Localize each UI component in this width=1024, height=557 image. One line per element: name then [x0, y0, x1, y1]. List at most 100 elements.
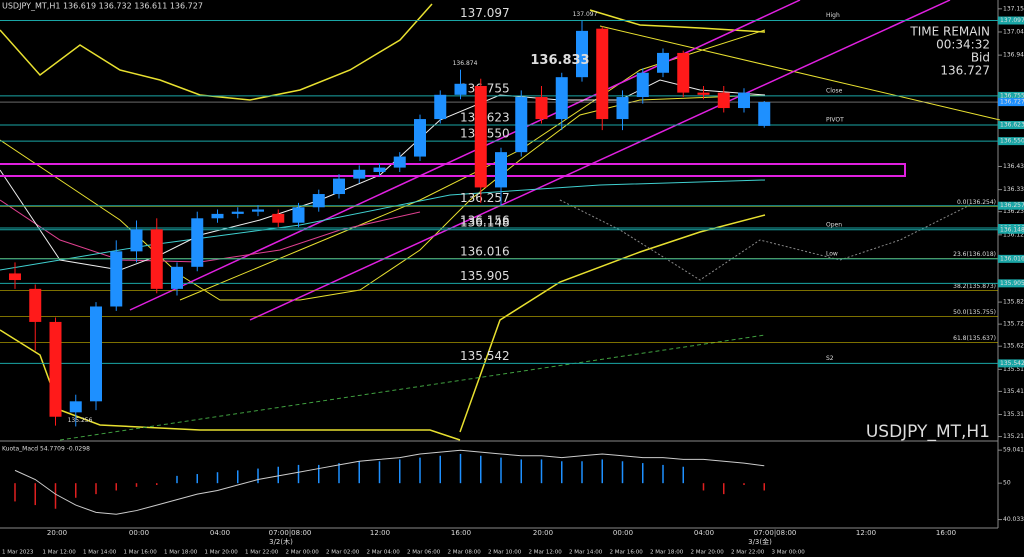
- price-tag: [998, 279, 1024, 288]
- y-tick-label: 136.230: [1003, 208, 1024, 215]
- candle-body: [454, 83, 467, 95]
- time-label: 07:00|08:00: [754, 529, 797, 537]
- y-tick-label: 50: [1003, 480, 1011, 487]
- price-tag-label: 136.623: [1000, 122, 1024, 129]
- upper-band: [0, 3, 433, 101]
- time-remain-label: TIME REMAIN: [909, 25, 990, 39]
- candle-body: [738, 92, 750, 109]
- macd-line: [14, 449, 765, 515]
- y-tick-label: 136.330: [1003, 186, 1024, 193]
- lower-band: [0, 329, 461, 441]
- date-label: 2 Mar 00:00: [286, 550, 320, 556]
- price-tag-label: 136.016: [1000, 255, 1024, 262]
- time-label: 00:00: [613, 529, 633, 537]
- candle-body: [717, 92, 730, 109]
- price-tag-label: 136.755: [1000, 92, 1024, 99]
- date-label: 2 Mar 04:00: [367, 550, 401, 556]
- bid: 136.727: [940, 64, 990, 78]
- y-tick-label: 135.820: [1003, 299, 1024, 306]
- time-label: 16:00: [936, 529, 956, 537]
- y-tick-label: 136.125: [1003, 231, 1024, 238]
- time-label: 20:00: [533, 529, 553, 537]
- pivot-label: High: [826, 12, 840, 19]
- bid-tag: [998, 98, 1024, 107]
- price-annotation: 137.097: [573, 11, 598, 18]
- date-label: 2 Mar 02:00: [326, 550, 360, 556]
- candle-body: [231, 211, 244, 214]
- watermark: USDJPY_MT,H1: [866, 422, 990, 442]
- time-label: 04:00: [694, 529, 714, 537]
- date-label: 2 Mar 12:00: [529, 550, 563, 556]
- candle-body: [272, 213, 285, 223]
- price-tag-label: 136.257: [1000, 202, 1024, 209]
- time-label: 16:00: [451, 529, 471, 537]
- candle-body: [495, 152, 507, 188]
- date-label: 2 Mar 10:00: [488, 550, 522, 556]
- date-label: 2 Mar 08:00: [448, 550, 482, 556]
- moving-average: [0, 179, 766, 271]
- candle-body: [697, 92, 710, 95]
- day-label: 3/2(木): [269, 537, 293, 546]
- fib-label: 50.0(135.755): [953, 309, 996, 316]
- price-tag: [998, 359, 1024, 368]
- level-label: 136.148: [460, 215, 510, 229]
- time-label: 04:00: [210, 529, 230, 537]
- y-tick-label: 135.415: [1003, 388, 1024, 395]
- zone-box: [0, 163, 906, 177]
- candle-body: [333, 178, 345, 195]
- candle-body: [535, 97, 548, 120]
- middle-band: [0, 94, 766, 301]
- candle-body: [758, 102, 771, 126]
- fib-label: 0.0(136.254): [957, 199, 996, 206]
- trend-line: [599, 25, 1001, 121]
- candle-body: [90, 306, 102, 402]
- level-label: 135.905: [460, 269, 510, 283]
- y-tick-label: 59.0411: [1003, 447, 1024, 454]
- time-label: 20:00: [47, 529, 67, 537]
- bid-label: Bid: [971, 51, 990, 65]
- bid-tag-label: 136.727: [1000, 99, 1024, 106]
- candle-body: [9, 273, 21, 281]
- header: USDJPY_MT,H1 136.619 136.732 136.611 136…: [2, 2, 203, 11]
- candle-body: [312, 194, 325, 208]
- candle-body: [515, 97, 528, 153]
- y-tick-label: 135.210: [1003, 433, 1024, 440]
- pivot-label: Low: [826, 250, 838, 257]
- candle-body: [596, 28, 609, 120]
- day-label: 3/3(金): [748, 537, 772, 546]
- candle-body: [130, 229, 143, 252]
- time-label: 12:00: [370, 529, 390, 537]
- fib-label: 61.8(135.637): [953, 335, 996, 342]
- price-tag-label: 135.905: [1000, 280, 1024, 287]
- y-tick-label: 135.720: [1003, 321, 1024, 328]
- date-label: 2 Mar 14:00: [569, 550, 603, 556]
- countdown: 00:34:32: [936, 38, 990, 52]
- candle-body: [657, 52, 669, 73]
- candle-body: [191, 218, 204, 267]
- price-tag: [998, 225, 1024, 234]
- lower-band: [459, 214, 766, 433]
- fib-label: 23.6(136.018): [953, 251, 996, 258]
- candle-body: [576, 30, 588, 78]
- channel-line: [249, 0, 951, 321]
- date-label: 1 Mar 2023: [2, 550, 34, 556]
- fib-label: 38.2(135.873): [953, 283, 996, 290]
- pivot-label: PIVOT: [826, 117, 844, 124]
- date-label: 1 Mar 22:00: [245, 550, 279, 556]
- candle-body: [414, 119, 426, 157]
- candle-body: [636, 72, 649, 98]
- date-label: 1 Mar 14:00: [83, 550, 117, 556]
- price-tag: [998, 121, 1024, 130]
- price-tag: [998, 254, 1024, 263]
- candle-body: [616, 97, 629, 120]
- pivot-label: S2: [826, 355, 834, 362]
- level-label: 137.097: [460, 6, 510, 20]
- candle-body: [69, 401, 82, 413]
- date-label: 2 Mar 16:00: [610, 550, 644, 556]
- macd-title: Kuota_Macd 54.7709 -0.0298: [2, 446, 90, 453]
- candle-body: [252, 209, 264, 212]
- candle-body: [373, 167, 386, 172]
- candle-body: [474, 85, 487, 188]
- price-tag-label: 135.542: [1000, 360, 1024, 367]
